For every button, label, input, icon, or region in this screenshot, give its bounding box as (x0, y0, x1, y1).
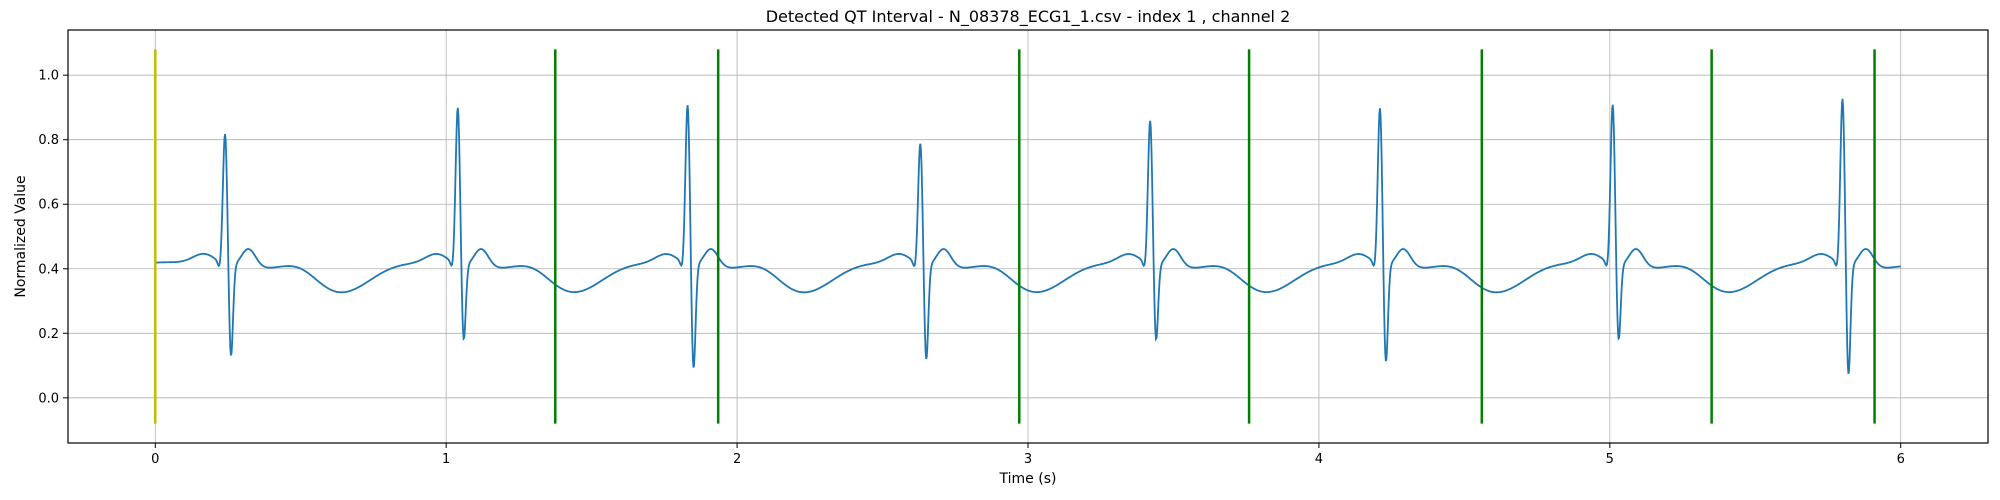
x-tick-label: 3 (1024, 452, 1032, 467)
ecg-signal-line (155, 98, 1901, 374)
x-tick-label: 6 (1897, 452, 1905, 467)
y-axis-label: Normalized Value (13, 175, 29, 297)
chart-title: Detected QT Interval - N_08378_ECG1_1.cs… (766, 7, 1291, 27)
y-tick-label: 0.0 (38, 391, 59, 406)
y-tick-label: 0.8 (38, 133, 59, 148)
x-axis-ticks: 0 1 2 3 4 5 6 (151, 443, 1905, 467)
x-tick-label: 1 (442, 452, 450, 467)
qt-markers (154, 49, 1876, 424)
y-axis-ticks: 0.0 0.2 0.4 0.6 0.8 1.0 (38, 69, 68, 406)
y-tick-label: 0.2 (38, 327, 59, 342)
x-tick-label: 0 (151, 452, 159, 467)
x-tick-label: 4 (1315, 452, 1323, 467)
x-tick-label: 2 (733, 452, 741, 467)
grid-lines (68, 30, 1988, 443)
x-axis-label: Time (s) (999, 471, 1057, 487)
signal-layer (155, 98, 1901, 374)
y-tick-label: 0.6 (38, 198, 59, 213)
x-tick-label: 5 (1606, 452, 1614, 467)
y-tick-label: 0.4 (38, 262, 59, 277)
y-tick-label: 1.0 (38, 69, 59, 84)
